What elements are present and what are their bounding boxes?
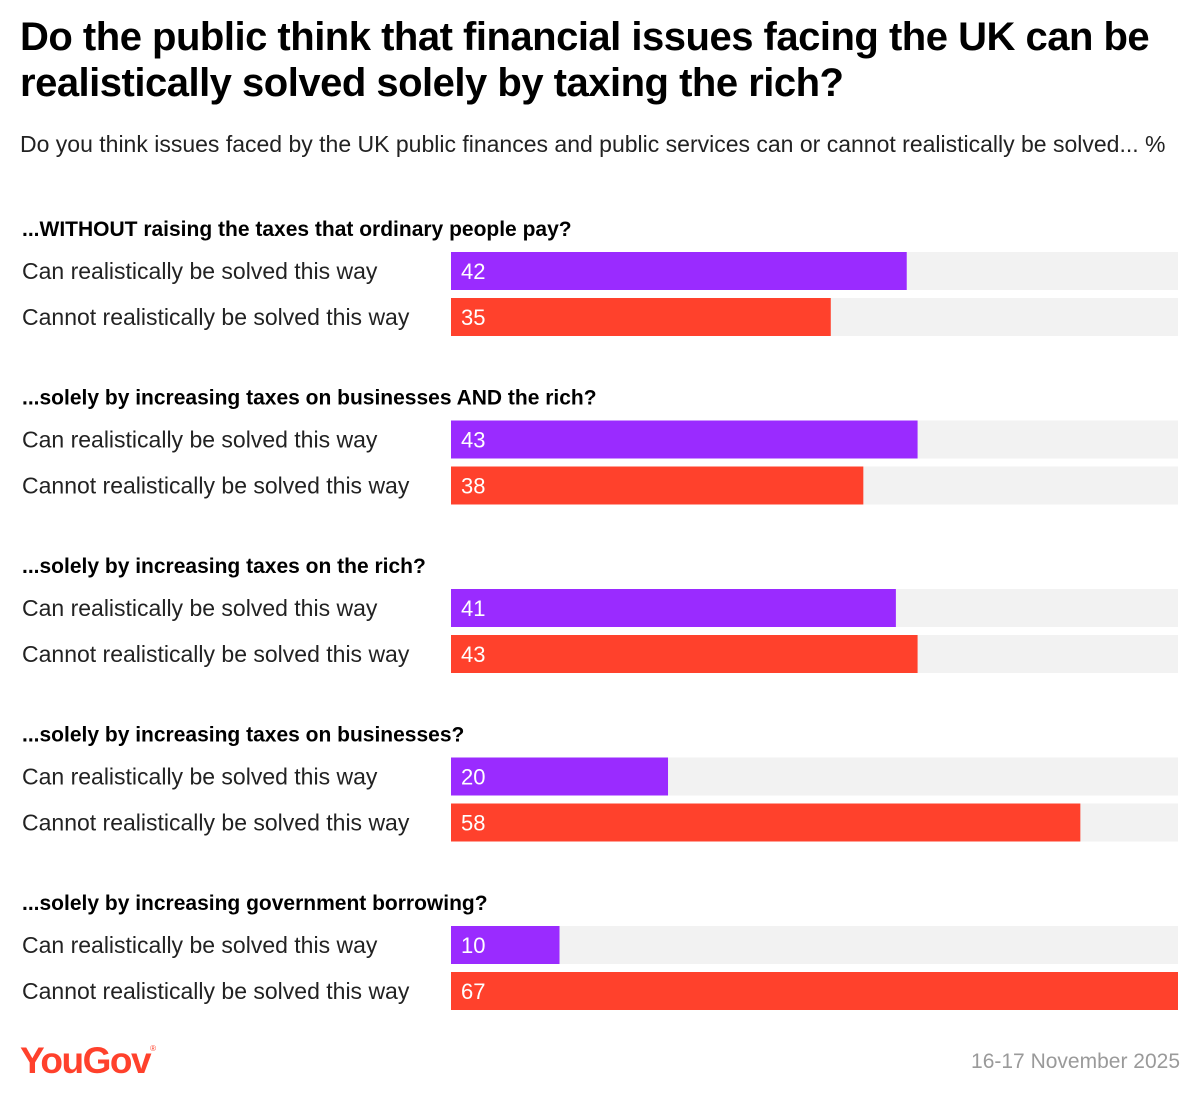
data-label: 38 [461, 474, 485, 499]
group-question: ...solely by increasing taxes on busines… [22, 387, 597, 410]
data-label: 42 [461, 259, 485, 284]
data-label: 20 [461, 765, 485, 790]
survey-date: 16-17 November 2025 [971, 1050, 1180, 1073]
row-label: Cannot realistically be solved this way [22, 978, 410, 1004]
row-label: Cannot realistically be solved this way [22, 473, 410, 499]
bar-can [451, 252, 907, 290]
bar-cannot [451, 635, 918, 673]
group-question: ...solely by increasing government borro… [22, 892, 488, 915]
chart-subtitle: Do you think issues faced by the UK publ… [20, 131, 1166, 157]
row-label: Can realistically be solved this way [22, 427, 378, 453]
group-question: ...WITHOUT raising the taxes that ordina… [22, 218, 572, 241]
bar-can [451, 589, 896, 627]
bar-can [451, 926, 560, 964]
row-label: Can realistically be solved this way [22, 932, 378, 958]
group-question: ...solely by increasing taxes on busines… [22, 724, 464, 747]
bar-can [451, 757, 669, 796]
row-label: Can realistically be solved this way [22, 595, 378, 621]
row-label: Can realistically be solved this way [22, 258, 378, 284]
row-label: Cannot realistically be solved this way [22, 304, 410, 330]
data-label: 41 [461, 596, 485, 621]
data-label: 43 [461, 642, 485, 667]
bar-track [451, 926, 1178, 964]
bar-can [451, 420, 918, 459]
bar-cannot [451, 972, 1178, 1010]
row-label: Can realistically be solved this way [22, 764, 378, 790]
data-label: 67 [461, 979, 485, 1004]
group-question: ...solely by increasing taxes on the ric… [22, 555, 426, 578]
data-label: 35 [461, 305, 485, 330]
yougov-logo: YouGov® [20, 1040, 156, 1081]
row-label: Cannot realistically be solved this way [22, 810, 410, 836]
bar-cannot [451, 466, 864, 505]
row-label: Cannot realistically be solved this way [22, 641, 410, 667]
data-label: 10 [461, 933, 485, 958]
data-label: 43 [461, 428, 485, 453]
data-label: 58 [461, 811, 485, 836]
bar-chart: ...WITHOUT raising the taxes that ordina… [22, 218, 1178, 1010]
chart-title: Do the public think that financial issue… [20, 15, 1150, 105]
bar-cannot [451, 803, 1081, 842]
bar-cannot [451, 298, 831, 336]
